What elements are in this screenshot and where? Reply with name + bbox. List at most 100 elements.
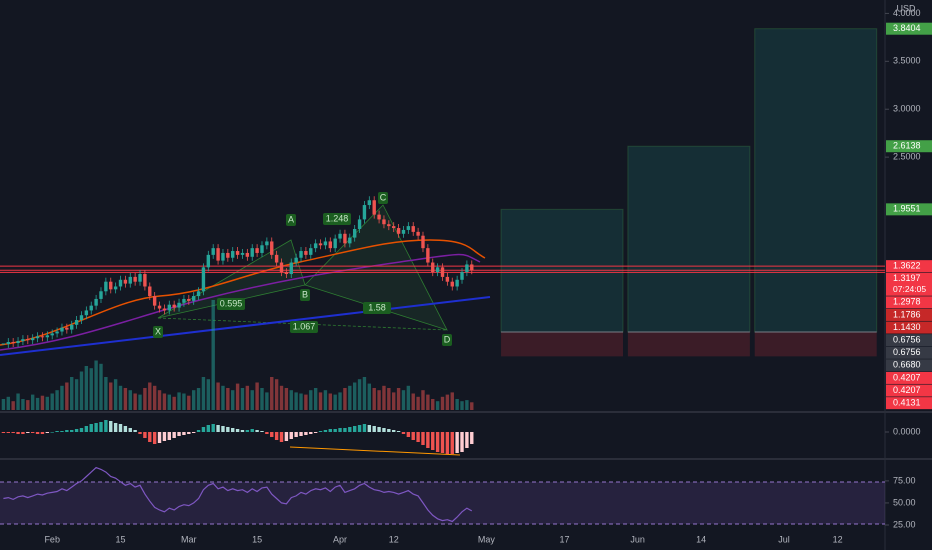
volume-bar <box>304 394 308 410</box>
price-label: 1.9551 <box>893 204 921 214</box>
candle <box>435 267 440 273</box>
macd-bar <box>113 423 118 432</box>
volume-bar <box>226 388 230 410</box>
candle <box>367 200 372 206</box>
macd-bar <box>362 424 367 432</box>
pattern-point: C <box>380 192 387 202</box>
price-label: 3.8404 <box>893 23 921 33</box>
volume-bar <box>250 390 254 410</box>
candle <box>177 302 181 308</box>
macd-bar <box>6 432 10 433</box>
macd-bar <box>65 430 69 432</box>
price-label: 0.6756 <box>893 347 921 357</box>
candle <box>240 252 245 255</box>
candle <box>470 264 474 271</box>
candle <box>421 235 425 249</box>
candle <box>196 291 201 297</box>
price-label: 0.4207 <box>893 372 921 382</box>
macd-bar <box>172 432 176 438</box>
volume-bar <box>89 368 93 410</box>
candle <box>309 248 313 255</box>
candle <box>455 279 459 287</box>
price-label: 0.4131 <box>893 398 921 408</box>
price-label-bg <box>886 384 932 397</box>
macd-bar <box>211 424 215 432</box>
volume-bar <box>411 393 415 410</box>
candle <box>372 200 376 215</box>
candle <box>45 335 50 338</box>
rsi-band <box>0 482 885 524</box>
macd-bar <box>255 430 259 432</box>
macd-bar <box>123 426 128 432</box>
candle <box>226 252 230 258</box>
volume-bar <box>279 385 284 410</box>
target-zone <box>627 145 751 333</box>
candle <box>304 251 308 255</box>
candle <box>426 248 430 263</box>
macd-bar <box>455 432 459 453</box>
macd-bar <box>357 425 362 432</box>
macd-bar <box>35 432 40 434</box>
volume-bar <box>133 393 137 410</box>
volume-bar <box>470 402 474 410</box>
macd-bar <box>309 432 313 434</box>
candle <box>357 219 362 229</box>
macd-bar <box>148 432 152 442</box>
candle <box>89 305 93 311</box>
y-tick-label: 75.00 <box>893 475 916 485</box>
candle <box>148 286 152 297</box>
volume-bar <box>231 390 235 410</box>
price-label-bg <box>886 359 932 372</box>
volume-bar <box>372 388 376 410</box>
volume-bar <box>338 392 342 410</box>
candle <box>250 248 254 257</box>
volume-bar <box>421 390 425 410</box>
volume-bar <box>299 393 303 410</box>
macd-bar <box>304 432 308 435</box>
candle <box>231 251 235 258</box>
pattern-ratio: 0.595 <box>220 298 243 308</box>
macd-bar <box>157 432 162 443</box>
candle <box>299 251 303 258</box>
candle <box>255 248 259 253</box>
volume-bar <box>172 396 176 410</box>
candle <box>16 341 20 344</box>
volume-bar <box>148 382 152 410</box>
volume-bar <box>245 385 250 410</box>
pattern-ratio-bg <box>217 298 245 310</box>
volume-bar <box>416 396 420 410</box>
macd-bar <box>191 432 196 433</box>
macd-bar <box>177 432 181 436</box>
price-label-bg <box>886 308 932 321</box>
candle <box>21 339 25 342</box>
candle <box>352 228 357 238</box>
macd-bar <box>16 432 20 434</box>
volume-bar <box>70 377 74 410</box>
y-tick-label: 3.0000 <box>893 104 921 114</box>
volume-bar <box>440 396 445 410</box>
macd-bar <box>440 432 445 453</box>
y-tick-label: 4.0000 <box>893 8 921 18</box>
macd-bar <box>143 432 147 438</box>
candle <box>294 257 298 263</box>
pattern-point-bg <box>300 289 310 301</box>
candle <box>279 262 284 273</box>
macd-bar <box>187 432 191 434</box>
x-tick-label: Mar <box>181 534 197 544</box>
y-tick-label: 3.5000 <box>893 56 921 66</box>
candle <box>392 226 396 229</box>
candle <box>260 245 264 253</box>
macd-bar <box>109 421 113 432</box>
volume-bar <box>455 399 459 410</box>
macd-bar <box>421 432 425 445</box>
candle <box>50 333 54 336</box>
pattern-point-bg <box>286 214 296 226</box>
candle <box>123 279 128 284</box>
candle <box>60 327 64 332</box>
volume-bar <box>318 392 323 410</box>
pattern-point: D <box>444 334 451 344</box>
moving-average <box>0 253 481 351</box>
volume-bar <box>221 385 225 410</box>
volume-bar <box>377 390 381 410</box>
